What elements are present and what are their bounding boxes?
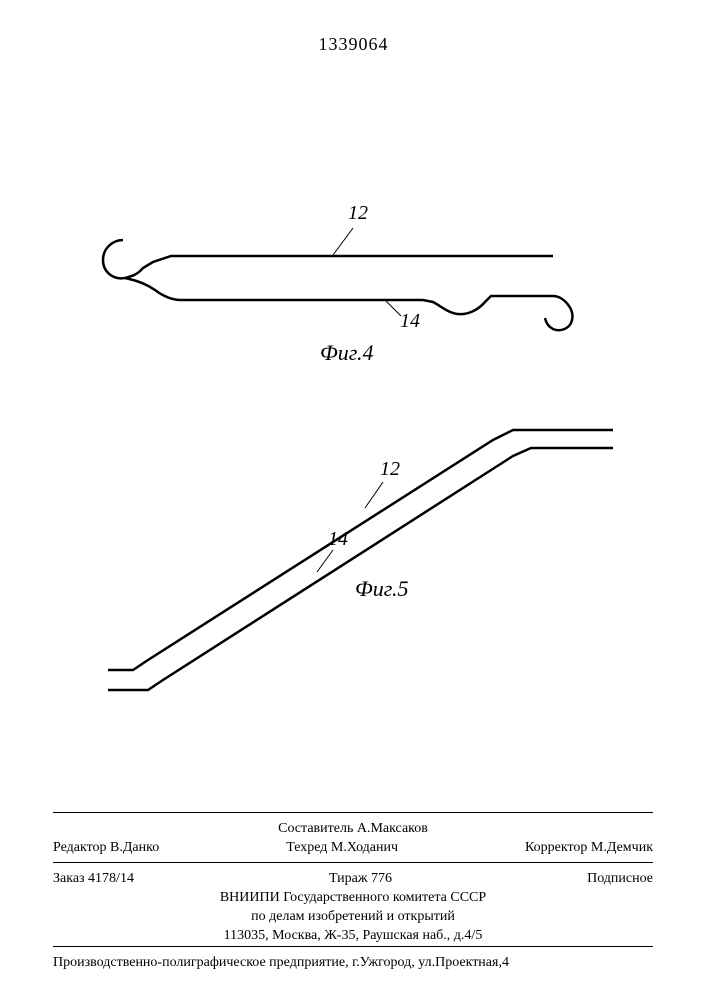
fig4-leader-14 [385, 300, 401, 316]
editor: Редактор В.Данко [53, 839, 159, 858]
fig5-leader-14 [317, 550, 333, 572]
credits-row: Редактор В.Данко Техред М.Ходанич Коррек… [53, 839, 653, 858]
fig4-leader-12 [333, 228, 353, 255]
footer-rule-1 [53, 812, 653, 813]
fig5-top-line [108, 430, 613, 670]
org-address: 113035, Москва, Ж-35, Раушская наб., д.4… [53, 927, 653, 946]
credits-block: Составитель А.Максаков Редактор В.Данко … [53, 820, 653, 858]
fig5-bottom-line [108, 448, 613, 690]
org-line-2: по делам изобретений и открытий [53, 908, 653, 927]
printer-line: Производственно-полиграфическое предприя… [53, 954, 653, 973]
order-row: Заказ 4178/14 Тираж 776 Подписное [53, 870, 653, 889]
fig4-top-line [103, 240, 553, 278]
fig5-ref-14: 14 [328, 528, 348, 551]
fig5-ref-12: 12 [380, 458, 400, 481]
fig4-ref-14: 14 [400, 310, 420, 333]
corrector: Корректор М.Демчик [525, 839, 653, 858]
footer-rule-2 [53, 862, 653, 863]
techred: Техред М.Ходанич [286, 839, 398, 858]
fig4-bottom-line [125, 278, 572, 330]
tirazh: Тираж 776 [329, 870, 392, 889]
footer-rule-3 [53, 946, 653, 947]
fig4-label: Фиг.4 [320, 340, 374, 366]
compiler-line: Составитель А.Максаков [53, 820, 653, 839]
printer-text: Производственно-полиграфическое предприя… [53, 954, 653, 973]
order-block: Заказ 4178/14 Тираж 776 Подписное ВНИИПИ… [53, 870, 653, 946]
order-number: Заказ 4178/14 [53, 870, 134, 889]
page-number: 1339064 [0, 34, 707, 55]
org-line-1: ВНИИПИ Государственного комитета СССР [53, 889, 653, 908]
fig5-leader-12 [365, 482, 383, 508]
fig4-ref-12: 12 [348, 202, 368, 225]
signed: Подписное [587, 870, 653, 889]
fig5-label: Фиг.5 [355, 576, 409, 602]
